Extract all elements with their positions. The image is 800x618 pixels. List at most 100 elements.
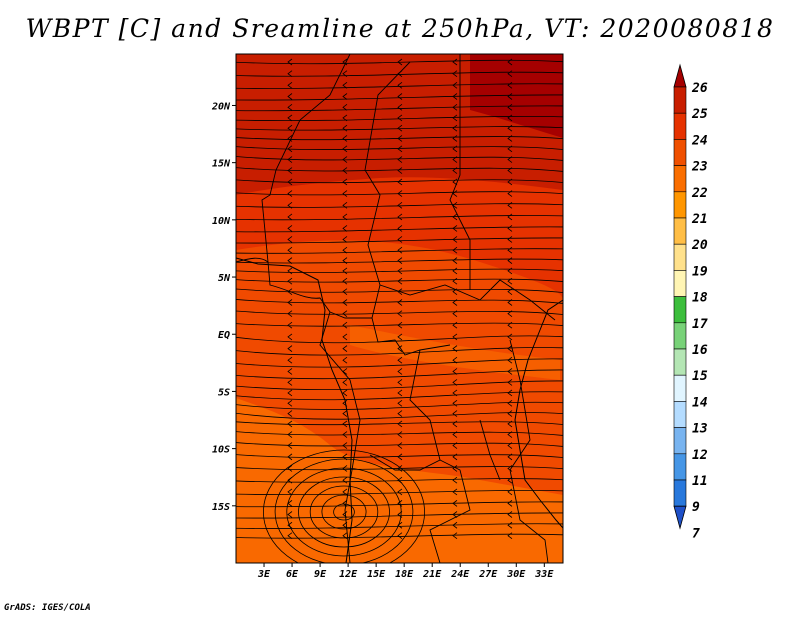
- streamline: [236, 369, 563, 380]
- streamline-arrow: [287, 81, 293, 89]
- colorbar-swatch: [673, 191, 687, 219]
- streamline-arrow: [452, 410, 458, 417]
- streamline-arrow: [507, 246, 513, 254]
- wbpt-field-22-23-band: [350, 325, 560, 380]
- streamline-arrow: [507, 511, 513, 518]
- streamline-arrow: [342, 410, 348, 417]
- streamline: [236, 248, 563, 254]
- streamline: [236, 203, 563, 208]
- streamline: [236, 179, 563, 184]
- colorbar-swatch: [673, 401, 687, 428]
- streamline-arrow: [452, 532, 458, 540]
- streamline-vortex: [298, 476, 390, 548]
- streamline-arrow: [342, 178, 348, 186]
- streamline-arrow: [397, 431, 403, 438]
- streamline-arrow: [287, 356, 293, 364]
- streamline-arrow: [507, 431, 513, 438]
- streamline: [236, 466, 563, 471]
- streamline-arrow: [287, 246, 293, 254]
- streamline-arrow: [342, 389, 348, 397]
- streamline-arrow: [507, 521, 513, 529]
- wbpt-field-26-plus: [470, 54, 563, 138]
- streamline-arrow: [507, 58, 513, 66]
- streamline-arrow: [397, 93, 403, 100]
- streamline-arrow: [452, 310, 458, 318]
- streamline-arrow: [342, 277, 348, 285]
- streamline: [236, 310, 563, 315]
- lon-tick-label: 27E: [478, 569, 498, 580]
- streamline-arrow: [287, 114, 293, 122]
- colorbar-label: 21: [691, 212, 708, 227]
- streamline-arrow: [287, 299, 293, 306]
- streamline-arrow: [507, 500, 513, 507]
- streamline-arrow: [397, 267, 403, 275]
- streamline-arrow: [287, 389, 293, 397]
- colorbar-swatch: [673, 243, 687, 271]
- lat-tick-label: 5N: [218, 273, 231, 284]
- streamline-arrow: [507, 190, 513, 197]
- lon-tick-label: 33E: [534, 569, 554, 580]
- streamline-arrow: [342, 156, 348, 163]
- streamline-arrow: [452, 476, 458, 484]
- streamline-arrow: [287, 93, 293, 100]
- streamline-arrow: [397, 246, 403, 254]
- colorbar-label: 16: [692, 343, 708, 358]
- colorbar-max-triangle: [673, 63, 687, 88]
- streamline: [236, 335, 563, 344]
- lat-tick-label: 15S: [212, 502, 230, 513]
- streamline-arrow: [452, 345, 458, 352]
- streamline-arrow: [287, 345, 293, 352]
- streamline: [236, 401, 563, 410]
- colorbar-label: 11: [692, 474, 708, 489]
- lon-tick-label: 30E: [506, 569, 526, 580]
- streamline-arrow: [342, 488, 348, 496]
- streamline-arrow: [452, 58, 458, 66]
- colorbar-label: 7: [692, 526, 700, 541]
- streamline-arrow: [507, 202, 513, 209]
- streamline-arrow: [507, 379, 513, 386]
- streamline-arrow: [452, 399, 458, 407]
- lat-tick-label: EQ: [218, 330, 230, 341]
- streamline-vortex: [321, 494, 367, 530]
- streamline-arrow: [342, 246, 348, 254]
- streamline-arrow: [397, 521, 403, 529]
- streamline-arrow: [397, 368, 403, 375]
- streamline-arrow: [287, 178, 293, 186]
- colorbar-swatch: [673, 139, 687, 166]
- streamline-arrow: [397, 257, 403, 264]
- streamline: [236, 226, 563, 233]
- longitude-axis: 3E 6E 9E 12E 15E 18E 21E 24E 27E 30E 33E: [257, 563, 554, 580]
- streamline-arrow: [452, 81, 458, 89]
- streamline-arrow: [342, 345, 348, 352]
- streamline: [236, 421, 563, 426]
- streamline-arrow: [397, 321, 403, 329]
- streamline: [236, 156, 563, 161]
- streamline-arrow: [342, 213, 348, 221]
- streamline-arrow: [397, 345, 403, 352]
- streamline-arrow: [507, 399, 513, 407]
- lon-tick-label: 18E: [395, 569, 414, 580]
- streamline-arrow: [452, 368, 458, 375]
- colorbar-label: 18: [692, 291, 708, 306]
- streamline-arrow: [452, 145, 458, 153]
- colorbar-label: 12: [692, 448, 708, 463]
- streamline-arrow: [507, 124, 513, 132]
- streamline: [236, 237, 563, 244]
- streamline-arrow: [397, 333, 403, 341]
- streamline: [236, 136, 563, 141]
- streamline-vortex: [274, 458, 414, 563]
- lon-tick-label: 21E: [422, 569, 442, 580]
- streamline-vortex: [263, 449, 425, 563]
- streamline-arrow: [342, 70, 348, 78]
- streamline-arrow: [342, 321, 348, 329]
- streamline-arrow: [287, 410, 293, 417]
- streamline-arrow: [287, 124, 293, 132]
- colorbar-swatch: [673, 374, 687, 402]
- streamline-arrow: [452, 442, 458, 449]
- streamline-arrow: [507, 81, 513, 89]
- streamline: [236, 298, 563, 304]
- colorbar-label: 20: [691, 238, 708, 253]
- streamline-arrow: [507, 70, 513, 78]
- streamline-arrow: [452, 299, 458, 306]
